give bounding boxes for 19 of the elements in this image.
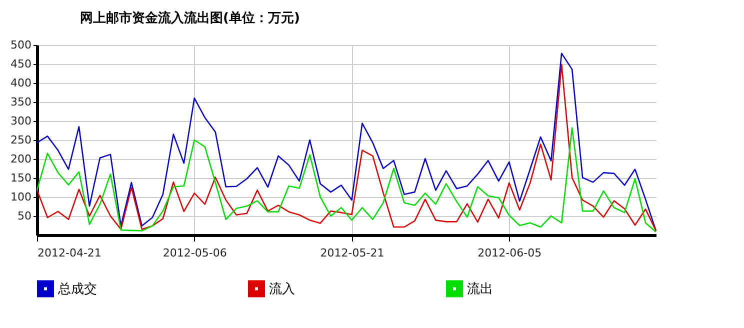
x-tick-label: 2012-05-21 xyxy=(320,246,384,260)
y-tick-label: 350 xyxy=(10,96,32,108)
y-tick-label: 500 xyxy=(10,38,32,52)
x-tick-label: 2012-05-06 xyxy=(162,246,227,260)
y-tick-label: 450 xyxy=(10,58,32,70)
chart-title: 网上邮市资金流入流出图(单位：万元) xyxy=(80,10,300,26)
y-tick-label: 200 xyxy=(10,152,32,166)
y-tick-label: 150 xyxy=(10,172,32,184)
y-tick-label: 100 xyxy=(10,190,32,204)
x-tick-label: 2012-04-21 xyxy=(38,246,102,260)
y-tick-label: 250 xyxy=(10,134,32,146)
legend-label: 总成交 xyxy=(57,280,97,297)
legend-label: 流入 xyxy=(269,280,295,297)
legend-label: 流出 xyxy=(467,280,493,297)
y-tick-label: 50 xyxy=(18,210,32,222)
line-series xyxy=(36,127,657,233)
y-tick-label: 400 xyxy=(10,76,32,90)
x-tick-label: 2012-06-05 xyxy=(478,246,542,260)
y-tick-label: 300 xyxy=(10,114,32,128)
